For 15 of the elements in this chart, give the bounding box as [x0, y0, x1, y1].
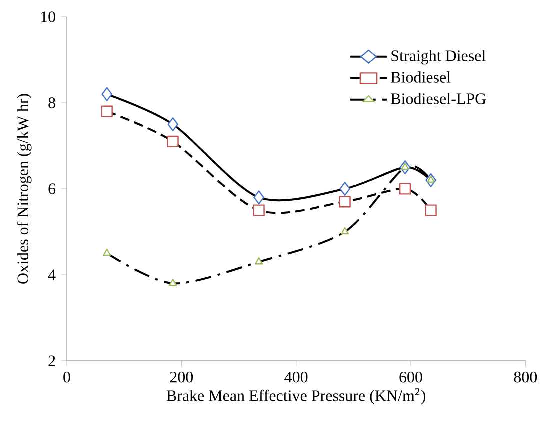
- x-axis-title: Brake Mean Effective Pressure (KN/m$^{2}$): [166, 388, 426, 405]
- y-tick-label: 8: [48, 98, 56, 108]
- y-tick-label: 10: [41, 12, 56, 22]
- legend-label: Biodiesel: [391, 72, 451, 83]
- x-tick-label: 400: [284, 372, 308, 383]
- x-tick-label: 800: [514, 372, 538, 383]
- legend-label: Straight Diesel: [392, 50, 486, 65]
- y-tick-label: 2: [48, 356, 56, 366]
- x-tick-label: 0: [64, 372, 70, 383]
- y-tick-label: 6: [48, 184, 56, 194]
- legend-label: Biodiesel-LPG: [391, 93, 486, 104]
- y-axis-title: Oxides of Nitrogen (g/kW hr): [17, 94, 32, 284]
- x-tick-label: 200: [170, 372, 194, 383]
- x-tick-label: 600: [400, 372, 422, 383]
- y-tick-label: 4: [48, 270, 56, 280]
